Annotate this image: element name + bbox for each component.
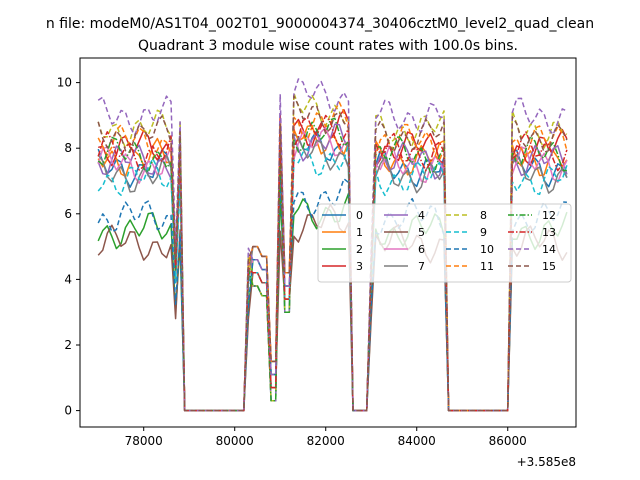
legend-label-12: 12 xyxy=(542,209,556,222)
y-axis: 0 2 4 6 8 10 xyxy=(57,76,80,418)
legend-label-9: 9 xyxy=(480,226,487,239)
x-tick-label: 78000 xyxy=(125,434,163,448)
series-line-8 xyxy=(97,92,568,412)
x-axis: 78000 80000 82000 84000 86000 xyxy=(125,427,527,448)
y-tick-label: 6 xyxy=(64,207,72,221)
legend-label-7: 7 xyxy=(418,260,425,273)
legend-label-3: 3 xyxy=(356,260,363,273)
y-tick-label: 4 xyxy=(64,272,72,286)
legend-label-0: 0 xyxy=(356,209,363,222)
chart-title: Quadrant 3 module wise count rates with … xyxy=(138,38,518,54)
figure-suptitle: n file: modeM0/AS1T04_002T01_9000004374_… xyxy=(46,16,594,32)
y-tick-label: 2 xyxy=(64,338,72,352)
plot-area-frame xyxy=(79,57,577,428)
legend-label-14: 14 xyxy=(542,243,556,256)
y-tick-label: 10 xyxy=(57,76,72,90)
legend-label-2: 2 xyxy=(356,243,363,256)
legend-label-8: 8 xyxy=(480,209,487,222)
legend-box xyxy=(317,203,572,283)
series-line-15 xyxy=(97,95,568,412)
y-tick-label: 8 xyxy=(64,141,72,155)
legend-label-6: 6 xyxy=(418,243,425,256)
x-offset-label: +3.585e8 xyxy=(517,455,576,469)
legend-label-15: 15 xyxy=(542,260,556,273)
legend-label-1: 1 xyxy=(356,226,363,239)
legend-label-5: 5 xyxy=(418,226,425,239)
x-tick-label: 80000 xyxy=(216,434,254,448)
x-tick-label: 82000 xyxy=(307,434,345,448)
legend-label-10: 10 xyxy=(480,243,494,256)
legend-label-11: 11 xyxy=(480,260,494,273)
y-tick-label: 0 xyxy=(64,404,72,418)
legend-label-4: 4 xyxy=(418,209,425,222)
x-tick-label: 86000 xyxy=(489,434,527,448)
x-tick-label: 84000 xyxy=(398,434,436,448)
legend-label-13: 13 xyxy=(542,226,556,239)
